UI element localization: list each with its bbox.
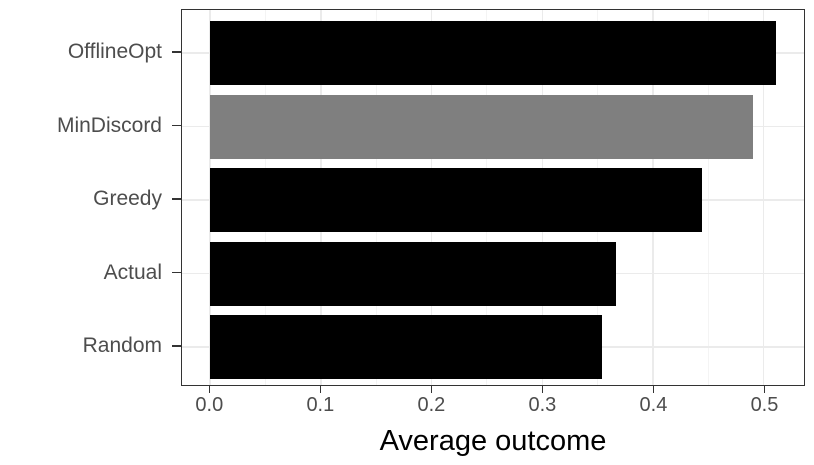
- y-tick-label-actual: Actual: [103, 260, 162, 284]
- x-tick-label-0.2: 0.2: [417, 394, 446, 416]
- y-tick-mark: [172, 271, 181, 274]
- x-tick-mark: [208, 386, 211, 393]
- bar-greedy: [210, 168, 702, 232]
- x-tick-label-0.0: 0.0: [195, 394, 224, 416]
- x-tick-mark: [430, 386, 433, 393]
- x-axis-title: Average outcome: [379, 425, 607, 457]
- bar-random: [210, 315, 602, 379]
- y-tick-label-greedy: Greedy: [93, 187, 162, 210]
- x-tick-label-0.1: 0.1: [306, 394, 335, 416]
- gridline-vertical-major: [762, 10, 765, 385]
- bar-mindiscord: [210, 94, 753, 159]
- gridline-vertical-minor: [707, 10, 709, 385]
- y-tick-label-mindiscord: MinDiscord: [56, 113, 162, 137]
- x-tick-mark: [763, 386, 766, 393]
- y-tick-mark: [172, 345, 181, 347]
- y-tick-label-random: Random: [82, 334, 162, 357]
- y-tick-label-offlineopt: OfflineOpt: [67, 40, 162, 63]
- y-tick-mark: [172, 124, 181, 127]
- bar-offlineopt: [210, 21, 776, 85]
- bar-actual: [210, 241, 617, 306]
- plot-panel: [181, 9, 805, 386]
- x-tick-label-0.3: 0.3: [528, 394, 557, 416]
- y-tick-mark: [172, 198, 181, 200]
- x-tick-mark: [541, 386, 544, 393]
- x-tick-mark: [652, 386, 655, 393]
- y-tick-mark: [172, 51, 181, 53]
- x-tick-mark: [319, 386, 322, 393]
- x-tick-label-0.4: 0.4: [639, 394, 668, 416]
- x-tick-label-0.5: 0.5: [750, 394, 779, 416]
